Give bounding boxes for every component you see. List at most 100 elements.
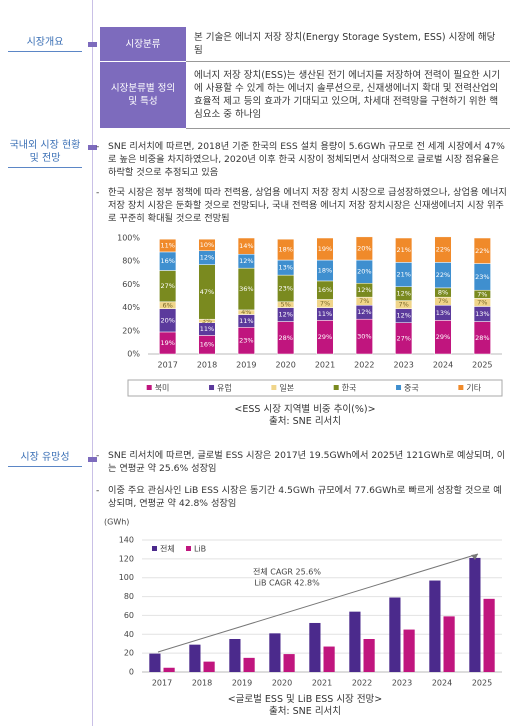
legend-label: 기타 [466, 384, 481, 393]
bar [323, 646, 335, 672]
x-tick-label: 2022 [354, 361, 374, 370]
bar [149, 653, 161, 672]
data-label: 22% [475, 247, 489, 255]
section-marker [88, 145, 97, 150]
data-label: 16% [200, 341, 214, 349]
bar [443, 616, 455, 672]
y-tick-label: 20% [122, 326, 140, 335]
x-tick-label: 2019 [232, 679, 252, 688]
bar [269, 633, 281, 672]
bullet-text: SNE 리서치에 따르면, 2018년 기준 한국의 ESS 설치 용량이 5.… [108, 141, 505, 178]
data-label: 19% [160, 339, 174, 347]
data-label: 10% [200, 241, 214, 249]
data-label: 14% [239, 242, 253, 250]
data-label: 20% [357, 268, 371, 276]
y-tick-label: 60% [122, 280, 140, 289]
x-tick-label: 2021 [315, 361, 335, 370]
bullet-text: 한국 시장은 정부 정책에 따라 전력용, 상업용 에너지 저장 장치 시장으로… [108, 187, 507, 224]
bullet: - 이중 주요 관심사인 LiB ESS 시장은 동기간 4.5GWh 규모에서 … [96, 485, 502, 509]
bar [203, 661, 215, 672]
bar [363, 639, 375, 672]
table-cell: 에너지 저장 장치(ESS)는 생산된 전기 에너지를 저장하여 전력이 필요한… [186, 61, 510, 129]
bar [163, 667, 175, 672]
bar-segment [473, 237, 491, 264]
bar-segment [198, 238, 216, 252]
data-label: 4% [241, 308, 251, 316]
divider [92, 0, 93, 726]
bar [229, 639, 241, 672]
data-label: 23% [475, 273, 489, 281]
bar-segment [434, 236, 452, 263]
data-label: 22% [436, 271, 450, 279]
data-label: 12% [239, 257, 253, 265]
data-label: 20% [357, 244, 371, 252]
data-label: 13% [436, 309, 450, 317]
arrow-head [471, 554, 478, 560]
y-tick-label: 40 [124, 630, 134, 639]
data-label: 28% [475, 334, 489, 342]
data-label: 16% [318, 286, 332, 294]
y-tick-label: 100% [117, 234, 140, 243]
data-label: 7% [438, 297, 448, 305]
section-label: 국내외 시장 현황 및 전망 [8, 139, 82, 168]
section-label: 시장개요 [8, 36, 82, 52]
data-label: 5% [281, 301, 291, 309]
bar [403, 629, 415, 672]
data-label: 12% [200, 254, 214, 262]
bar [309, 622, 321, 672]
data-label: 18% [278, 246, 292, 254]
data-label: 13% [475, 310, 489, 318]
data-label: 29% [318, 333, 332, 341]
x-tick-label: 2019 [236, 361, 256, 370]
x-tick-label: 2025 [472, 361, 492, 370]
caption: <ESS 시장 지역별 비중 추이(%)> 출처: SNE 리서치 [100, 404, 510, 428]
legend-swatch [333, 385, 339, 390]
x-tick-label: 2024 [433, 361, 453, 370]
legend-label: LiB [194, 545, 206, 554]
x-tick-label: 2023 [393, 361, 413, 370]
section-marker [88, 457, 97, 462]
data-label: 13% [278, 264, 292, 272]
legend-label: 유럽 [217, 384, 232, 393]
bullet: - SNE 리서치에 따르면, 글로벌 ESS 시장은 2017년 19.5GWh… [96, 450, 506, 474]
y-axis-label: (GWh) [104, 518, 129, 527]
bar [429, 580, 441, 672]
y-tick-label: 100 [119, 573, 134, 582]
overview-table: 시장분류 본 기술은 에너지 저장 장치(Energy Storage Syste… [100, 27, 510, 129]
x-tick-label: 2024 [432, 679, 452, 688]
data-label: 36% [239, 285, 253, 293]
data-label: 11% [160, 242, 174, 250]
bullet: - 한국 시장은 정부 정책에 따라 전력용, 상업용 에너지 저장 장치 시장으… [96, 187, 507, 224]
data-label: 20% [160, 316, 174, 324]
legend-label: 전체 [160, 544, 175, 554]
caption-source: 출처: SNE 리서치 [268, 706, 342, 717]
data-label: 7% [320, 300, 330, 308]
table-header: 시장분류 [100, 27, 186, 62]
caption-title: <글로벌 ESS 및 LiB ESS 시장 전망> [227, 694, 383, 705]
caption-source: 출처: SNE 리서치 [268, 416, 342, 427]
legend-label: 중국 [404, 384, 419, 393]
bullet-text: 이중 주요 관심사인 LiB ESS 시장은 동기간 4.5GWh 규모에서 7… [108, 485, 502, 509]
data-label: 19% [318, 245, 332, 253]
data-label: 18% [318, 266, 332, 274]
y-tick-label: 0% [127, 350, 140, 359]
legend-swatch [396, 385, 402, 390]
data-label: 27% [396, 334, 410, 342]
x-tick-label: 2022 [352, 679, 372, 688]
x-tick-label: 2023 [392, 679, 412, 688]
data-label: 7% [399, 301, 409, 309]
legend-swatch [152, 546, 157, 551]
data-label: 12% [396, 290, 410, 298]
data-label: 3% [202, 317, 212, 325]
data-label: 7% [477, 298, 487, 306]
data-label: 29% [436, 333, 450, 341]
section-label: 시장 유망성 [8, 451, 82, 467]
data-label: 22% [436, 246, 450, 254]
y-tick-label: 20 [124, 649, 134, 658]
bar-segment [237, 237, 255, 255]
data-label: 6% [163, 301, 173, 309]
legend-swatch [209, 385, 215, 390]
bar [349, 611, 361, 672]
table-header: 시장분류별 정의 및 특성 [100, 61, 186, 129]
